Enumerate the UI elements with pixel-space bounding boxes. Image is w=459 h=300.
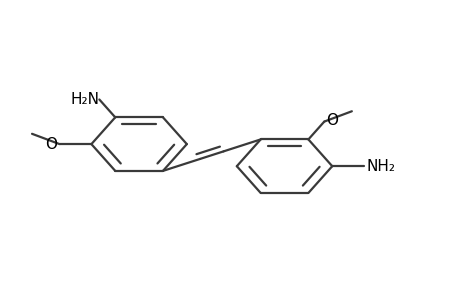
Text: H₂N: H₂N: [70, 92, 99, 107]
Text: O: O: [326, 112, 338, 128]
Text: NH₂: NH₂: [365, 159, 394, 174]
Text: O: O: [45, 136, 57, 152]
